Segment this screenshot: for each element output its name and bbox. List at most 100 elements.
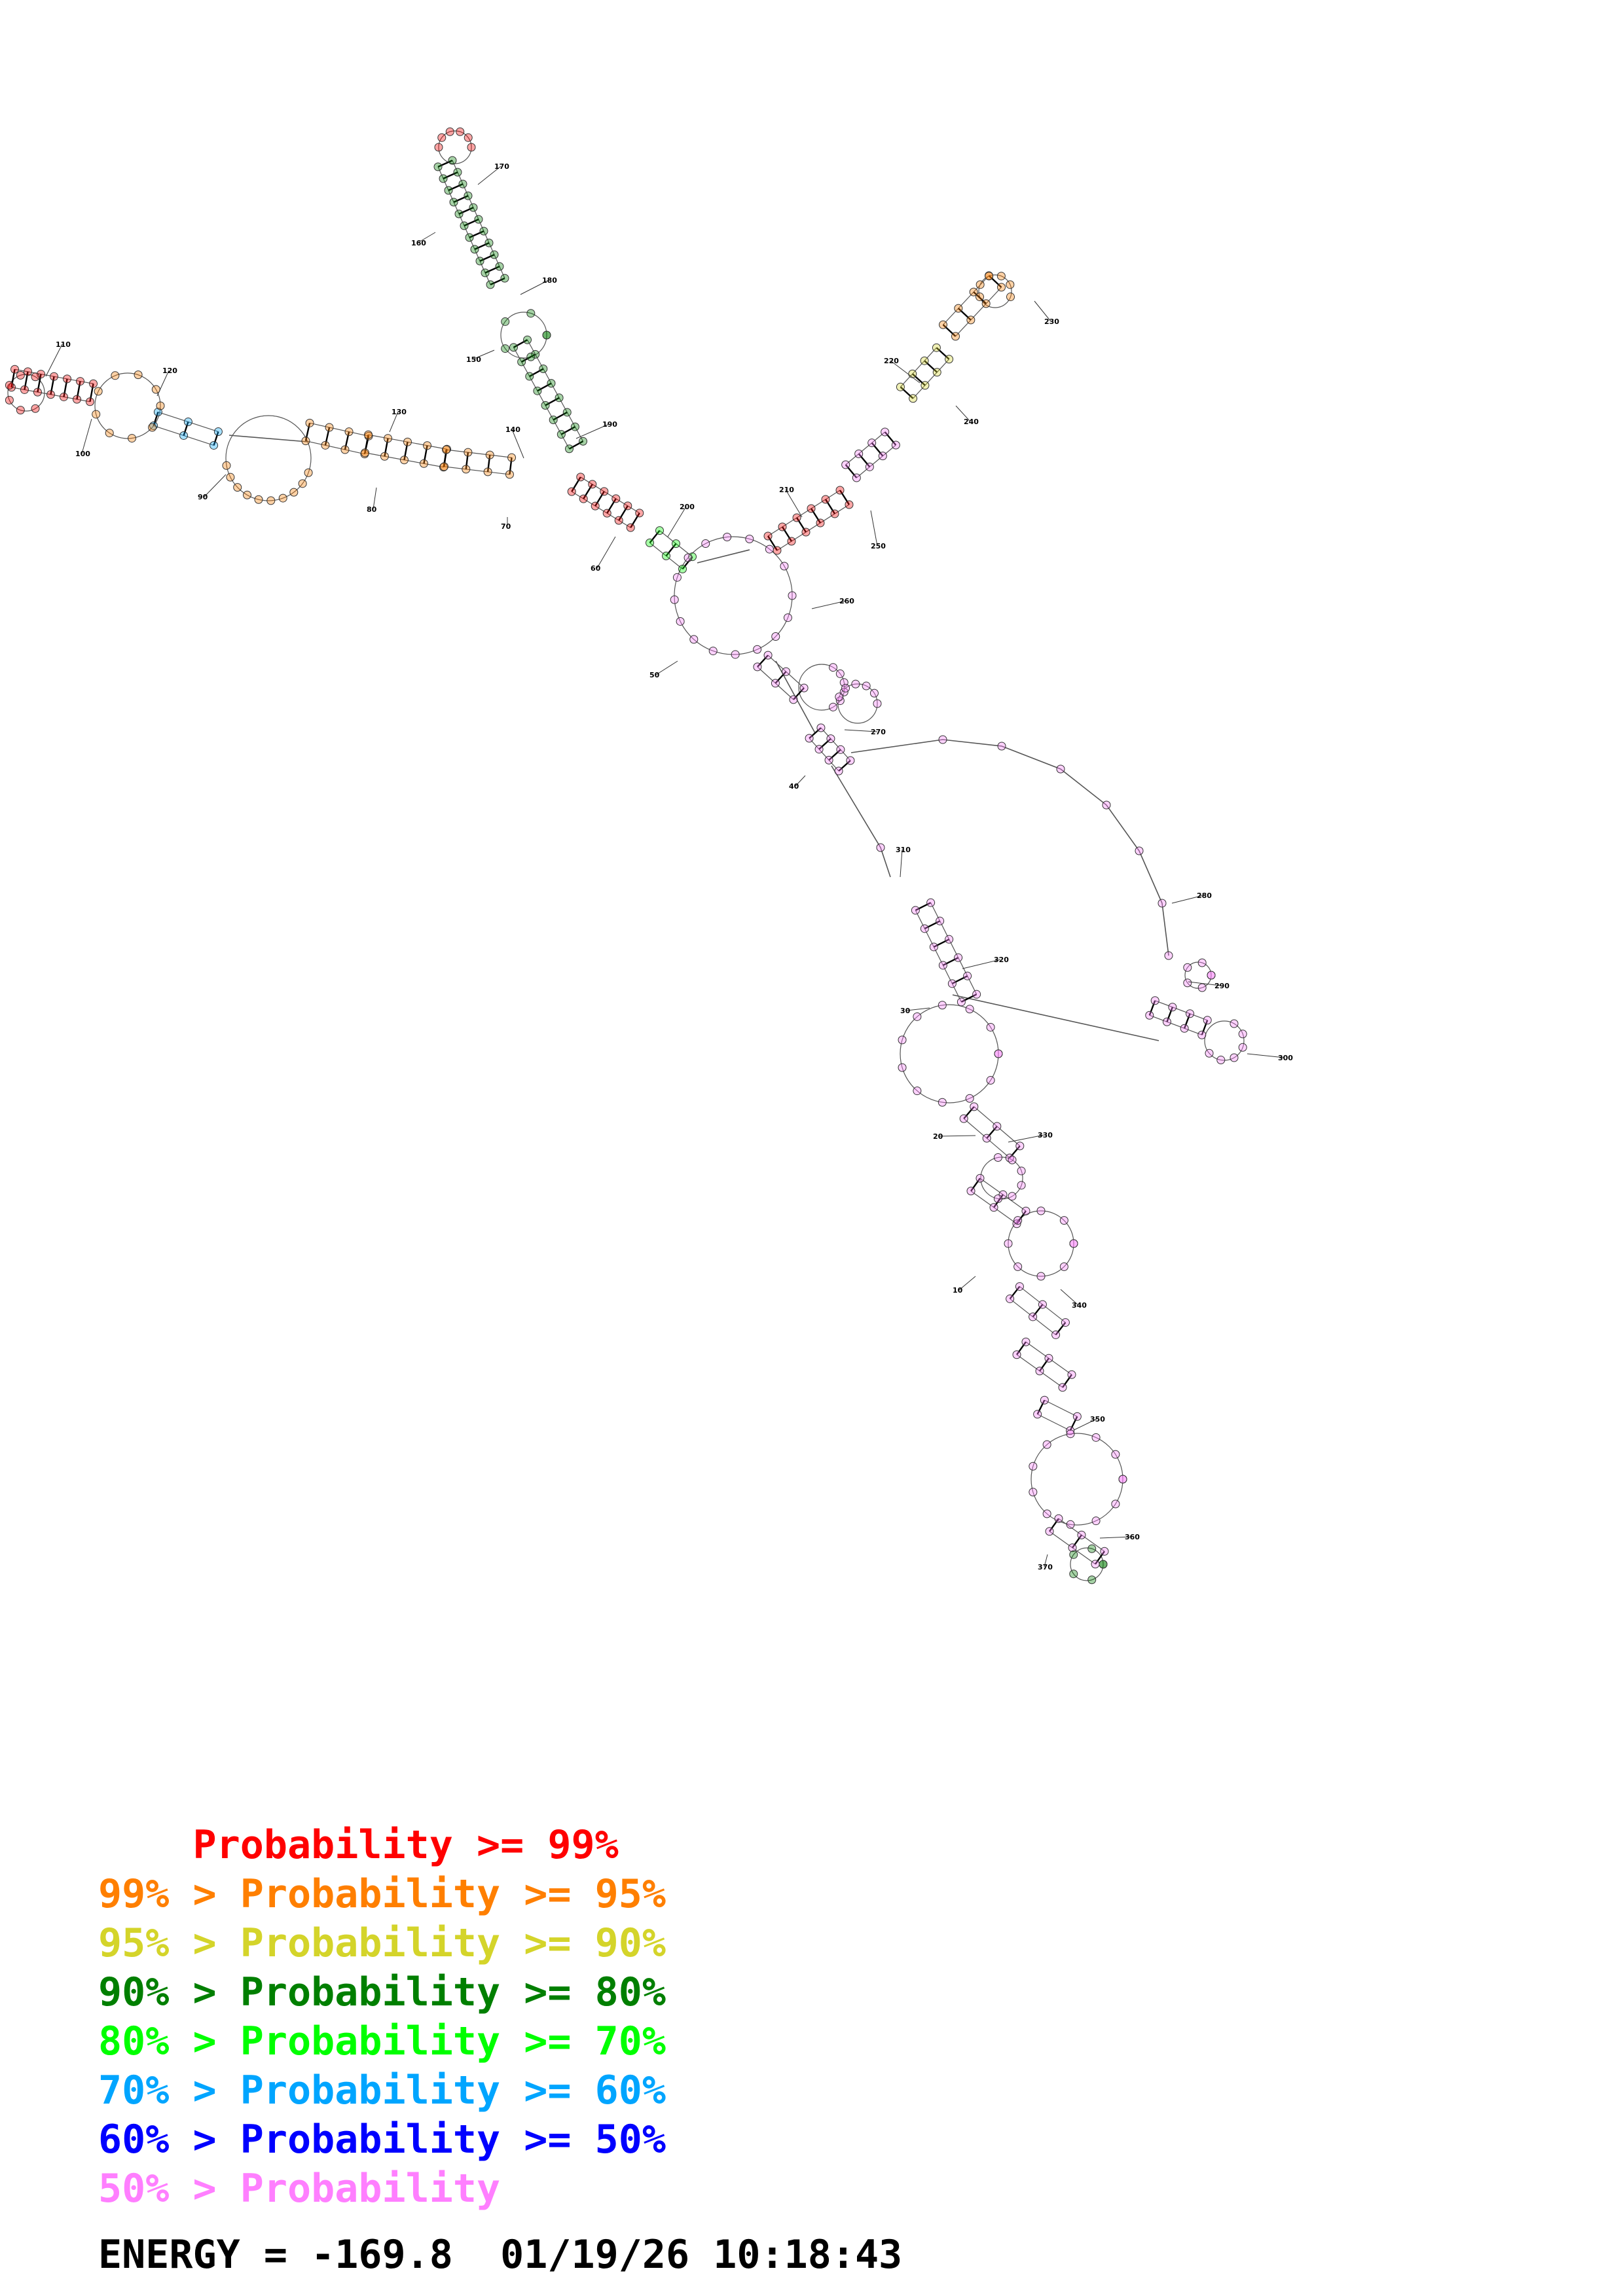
nucleotide [448,156,457,165]
nucleotide [469,203,478,212]
nucleotide [909,394,918,403]
position-label: 170 [494,162,509,171]
nucleotide [957,997,966,1007]
nucleotide [304,468,313,477]
base-pair [1049,1518,1059,1532]
label-leader [81,418,92,454]
nucleotide [1017,1166,1026,1175]
base-pair [942,957,959,966]
loop-backbone [978,274,1012,308]
nucleotide [932,368,941,377]
nucleotide [419,459,428,468]
nucleotide [1067,1370,1076,1379]
nucleotide [932,343,941,352]
position-label: 240 [964,418,979,426]
nucleotide [689,635,699,644]
nucleotide [1197,1030,1207,1039]
base-pair [871,442,884,457]
legend-label: Probability [240,2166,501,2212]
nucleotide [982,1134,991,1143]
loop-backbone [94,372,161,439]
base-pair [324,427,331,446]
nucleotide [570,422,579,431]
nucleotide [1099,1560,1108,1569]
base-pair [183,422,189,436]
nucleotide [517,357,526,367]
base-pair [809,727,822,739]
nucleotide [835,692,844,702]
nucleotide [623,501,632,511]
nucleotide [523,335,532,344]
position-label: 50 [649,671,660,679]
nucleotide [1033,1410,1042,1419]
energy-line: ENERGY = -169.8 01/19/26 10:18:43 [98,2232,903,2278]
label-leader [906,1007,930,1011]
base-pair [153,412,159,426]
nucleotide [1100,1547,1109,1556]
position-label: 310 [896,846,911,854]
position-label: 20 [933,1132,943,1141]
label-leader [1073,1418,1097,1431]
base-pair [553,411,568,421]
nucleotide [841,460,850,469]
nucleotide [1008,1192,1017,1201]
base-pair [513,339,528,348]
base-pair [1069,1416,1078,1431]
nucleotide [852,473,861,482]
nucleotide [799,683,809,692]
position-label: 130 [392,408,407,416]
nucleotide [298,479,307,488]
nucleotide [1015,1141,1025,1151]
nucleotide [671,539,680,548]
strand [526,339,584,442]
nucleotide [85,397,94,406]
legend-label: Probability >= 95% [240,1871,666,1917]
nucleotide [938,1001,947,1010]
nucleotide [1072,1412,1082,1421]
position-label: 190 [602,420,617,429]
nucleotide [233,483,242,492]
position-label: 120 [162,367,177,375]
position-label: 30 [900,1007,911,1015]
nucleotide [1203,1016,1212,1025]
nucleotide [600,487,609,496]
label-leader [477,166,501,185]
nucleotide [1012,1219,1021,1229]
nucleotide [399,456,409,465]
nucleotide [564,444,574,454]
nucleotide [993,1122,1002,1131]
nucleotide [824,755,833,764]
nucleotide [579,437,588,446]
nucleotide [439,462,448,471]
nucleotide [433,162,443,171]
label-leader [1008,1134,1045,1143]
nucleotide [911,906,920,915]
strand [580,476,640,514]
base-pair [89,384,94,402]
nucleotide [59,392,68,401]
nucleotide [976,1174,985,1183]
nucleotide [16,370,25,380]
base-pair [443,449,447,467]
strand [305,440,365,455]
base-pair [845,464,858,478]
base-pair [782,526,792,542]
nucleotide [938,320,947,329]
nucleotide [963,971,972,980]
position-label: 80 [367,505,377,514]
nucleotide [1029,1488,1038,1497]
base-pair [1183,1013,1191,1029]
legend-prefix [98,1822,193,1868]
legend-prefix: 60% > [98,2117,240,2162]
label-leader [811,600,847,609]
strand [820,727,851,761]
nucleotide [938,1098,947,1107]
base-pair [973,291,987,304]
nucleotide [965,1094,974,1103]
nucleotide [763,651,773,660]
strand [930,902,977,995]
nucleotide [1038,1300,1047,1309]
nucleotide [670,595,679,604]
nucleotide [464,133,473,142]
nucleotide [602,509,611,518]
